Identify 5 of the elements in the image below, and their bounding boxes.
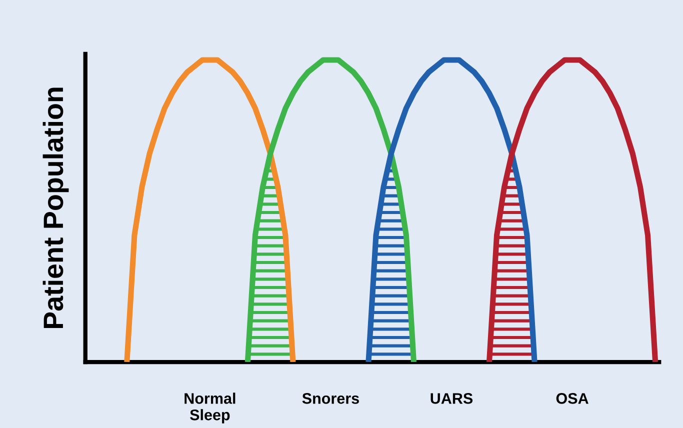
x-tick-label: Snorers [302, 393, 359, 404]
y-axis-title: Patient Population [42, 88, 69, 328]
x-tick-label: OSA [556, 393, 588, 404]
x-tick-label: Normal Sleep [184, 392, 236, 424]
x-tick-label: UARS [430, 393, 473, 404]
